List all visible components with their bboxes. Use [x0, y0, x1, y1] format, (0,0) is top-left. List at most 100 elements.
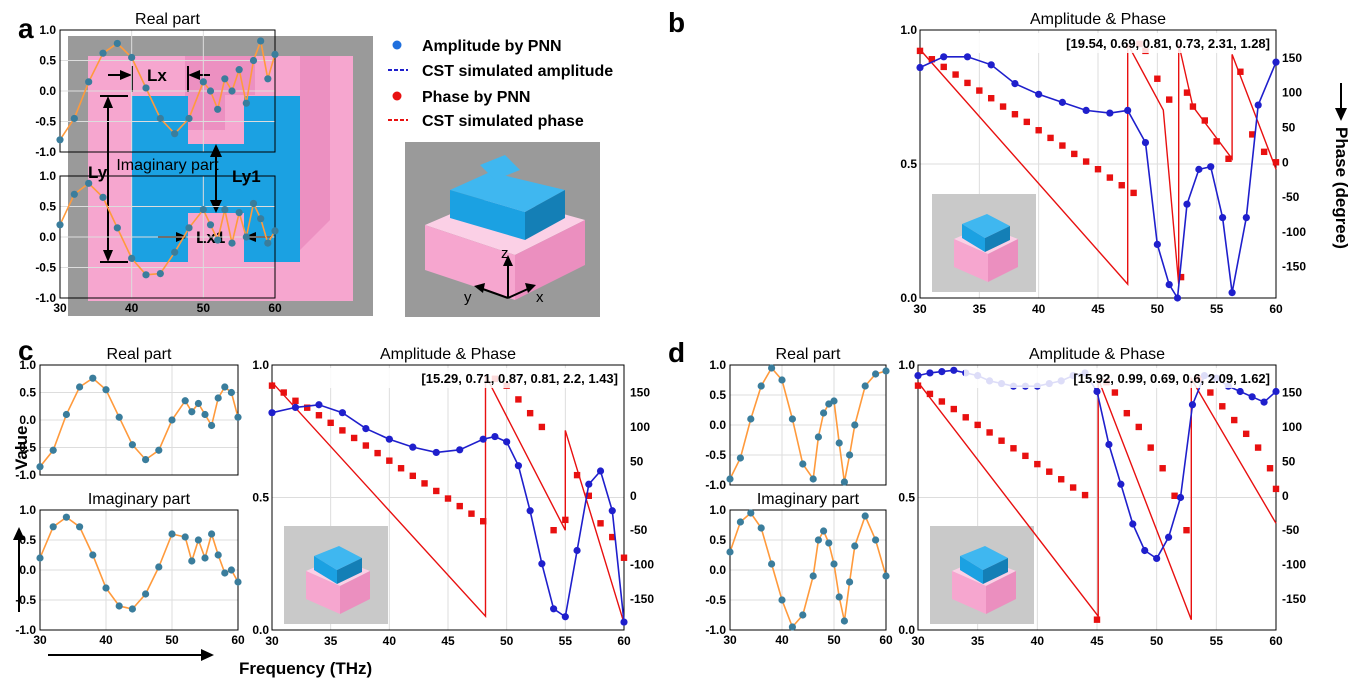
3d-h-top — [450, 172, 565, 212]
panel-b-phase-pnn-point — [1237, 68, 1244, 75]
panel-b-main-xtick-label: 30 — [913, 302, 927, 316]
panel-b-pnn-point — [249, 56, 258, 65]
panel-c-inset-h-left — [314, 556, 337, 584]
panel-b-xtick-label: 50 — [197, 301, 211, 315]
panel-d-phase-pnn-point — [1010, 445, 1017, 452]
panel-b-phase-pnn-point — [1154, 75, 1161, 82]
panel-b-inset-h-top — [962, 214, 1010, 238]
panel-b-phase-pnn-point — [999, 103, 1007, 110]
panel-b-phase-pnn-point — [964, 79, 971, 87]
panel-b-pnn-point — [70, 190, 78, 198]
panel-b-small-frame — [59, 29, 276, 153]
panel-b-pnn-point — [185, 224, 193, 232]
label-lx: Lx — [147, 66, 167, 85]
3d-h-left — [450, 190, 525, 240]
panel-b-phase-pnn-point — [1260, 148, 1268, 156]
panel-b-phase-pnn-point — [940, 63, 947, 71]
panel-b-ytick-label: 0.0 — [39, 230, 56, 244]
3d-axis-x-head — [525, 283, 536, 293]
dim-lx-head-r — [188, 70, 200, 80]
panel-b-phase-pnn-point — [1166, 96, 1173, 103]
panel-d-small-frame — [729, 364, 887, 486]
panel-c-ytick-label: 0.0 — [19, 563, 36, 577]
panel-b-amplitude-pnn-point — [916, 63, 924, 72]
panel-c-main-ytick-label: 0.0 — [252, 623, 269, 637]
legend-phase-pnn: Phase by PNN — [422, 89, 530, 106]
panel-d-pnn-point — [820, 409, 828, 417]
panel-b-small-chart-1: -1.0 -0.5 0.0 0.5 1.0 Imaginary part 30 40 50 60 — [35, 157, 282, 315]
panel-d-phase-pnn-point — [1231, 416, 1238, 424]
panel-d-ytick-label: 0.5 — [709, 533, 726, 547]
panel-c-cst-curve — [39, 516, 239, 610]
panel-b-ytick-label: 0.0 — [39, 84, 56, 98]
panel-c-ytick-label: 0.0 — [19, 413, 36, 427]
panel-d-small-title: Imaginary part — [757, 491, 860, 508]
panel-b-inset-box-left — [954, 239, 988, 282]
panel-b-pnn-point — [206, 221, 215, 229]
panel-d-phase-pnn-point — [1093, 616, 1101, 623]
panel-d-main-frame — [917, 364, 1277, 631]
panel-b-pnn-point — [257, 37, 265, 45]
panel-c-pnn-point — [115, 413, 123, 421]
panel-b-amplitude-pnn-point — [940, 53, 948, 61]
panel-c-annotation: [15.29, 0.71, 0.87, 0.81, 2.2, 1.43] — [421, 371, 618, 386]
panel-b-pnn-point — [206, 87, 215, 95]
3d-box-left — [425, 225, 515, 300]
panel-d-phase-pnn-point — [1254, 444, 1262, 451]
panel-c-amplitude-pnn-point — [526, 507, 534, 515]
panel-c-amplitude-pnn-point — [538, 560, 546, 568]
panel-d-main-title: Amplitude & Phase — [1029, 346, 1165, 363]
panel-d-phase-pnn-point — [1123, 409, 1131, 417]
panel-d-phase-pnn-point — [1135, 423, 1142, 431]
legend-amp-cst: CST simulated amplitude — [422, 63, 613, 80]
panel-letter-c: c — [18, 335, 34, 366]
panel-b-ytick-label: -0.5 — [35, 115, 56, 129]
panel-c-pnn-point — [115, 602, 123, 610]
panel-d-pnn-point — [788, 623, 797, 631]
panel-c-ytick-label: -0.5 — [15, 593, 36, 607]
panel-b-main-xtick-label: 40 — [1032, 302, 1046, 316]
panel-b-annotation-bg — [964, 33, 1270, 53]
panel-c-pnn-point — [234, 413, 242, 421]
panel-d-pnn-point — [768, 560, 776, 568]
panel-d-phase-pnn-point — [1147, 444, 1154, 451]
panel-c-main-y2tick-label: 50 — [630, 454, 644, 468]
panel-d-main-xtick-label: 30 — [911, 634, 925, 648]
panel-c-main-xtick-label: 50 — [500, 634, 514, 648]
panel-c-pnn-point — [102, 386, 110, 394]
panel-b-main-xtick-label: 55 — [1210, 302, 1224, 316]
panel-b-phase-pnn-point — [1011, 111, 1019, 118]
panel-d-phase-pnn-point — [1219, 403, 1226, 410]
panel-d-pnn-point — [830, 560, 838, 568]
panel-d-phase-pnn-point — [962, 414, 969, 421]
panel-c-pnn-point — [181, 533, 189, 541]
panel-b-small-title: Imaginary part — [116, 157, 219, 174]
panel-d-phase-pnn-point — [1207, 389, 1214, 396]
panel-c-phase-pnn-point — [526, 409, 534, 417]
panel-d-pnn-point — [861, 382, 869, 390]
panel-c-main-ytick-label: 0.5 — [252, 491, 269, 505]
panel-b-amplitude-pnn-point — [963, 53, 972, 61]
panel-c-small-frame — [39, 509, 239, 631]
value-axis-label: Value — [12, 426, 31, 470]
panel-d-pnn-point — [851, 421, 859, 429]
panel-c-phase-pnn-point — [350, 434, 358, 442]
panel-d-main-chart: 30 35 40 45 50 55 60 0.0 0.5 1.0 150 100 50 0 -50 -100 -… — [898, 346, 1306, 648]
panel-c-main-xtick-label: 45 — [441, 634, 455, 648]
panel-c-pnn-point — [208, 421, 216, 430]
panel-d-pnn-point — [861, 512, 869, 520]
panel-c-amplitude-pnn-point — [573, 546, 581, 555]
panel-b-pnn-point — [242, 99, 250, 107]
panel-d-main-y2tick-label: -50 — [1282, 523, 1300, 537]
dim-ly1-arrow-up — [210, 144, 222, 157]
panel-b-ytick-label: 1.0 — [39, 169, 56, 183]
panel-d-amplitude-pnn-point — [1260, 398, 1268, 406]
panel-d-small-frame — [729, 509, 887, 631]
panel-d-pnn-point — [814, 433, 823, 441]
panel-c-pnn-point — [234, 578, 242, 586]
panel-b-main-y2tick-label: -150 — [1282, 260, 1306, 274]
panel-b-phase-cst-curve — [919, 43, 1277, 286]
panel-d-main-y2tick-label: -100 — [1282, 558, 1306, 572]
panel-c-pnn-point — [168, 416, 176, 424]
panel-c-pnn-point — [89, 551, 97, 559]
